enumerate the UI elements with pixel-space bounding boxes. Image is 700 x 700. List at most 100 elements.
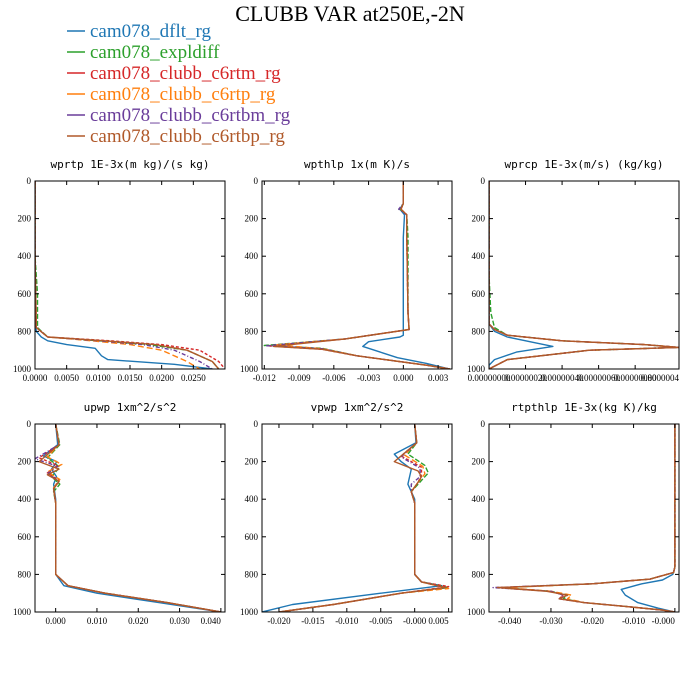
series-group — [492, 424, 676, 612]
y-tick-label: 400 — [245, 494, 259, 504]
series-line-c6rtm — [35, 181, 225, 369]
series-line-c6rtbp — [272, 181, 450, 369]
y-tick-label: 600 — [18, 532, 32, 542]
plot-frame — [261, 180, 453, 370]
series-line-expl — [46, 424, 222, 612]
series-line-c6rtm — [269, 181, 450, 369]
x-tick-label: 0.00000020 — [504, 373, 547, 383]
figure-title: CLUBB VAR at250E,-2N — [235, 1, 465, 26]
y-tick-label: 400 — [245, 251, 259, 261]
x-tick-label: -0.030 — [539, 616, 563, 626]
panel-title: rtpthlp 1E-3x(kg K)/kg — [511, 401, 657, 414]
x-tick-label: 0.0250 — [181, 373, 206, 383]
panel: vpwp 1xm^2/s^2 0 200 400 600 800 1000 -0.020 -0.… — [240, 401, 453, 626]
y-tick-label: 800 — [472, 326, 486, 336]
y-tick-label: 1000 — [13, 364, 32, 374]
y-tick-label: 1000 — [13, 607, 32, 617]
series-line-dflt — [35, 181, 213, 369]
panel-title: wprtp 1E-3x(m kg)/(s kg) — [51, 158, 210, 171]
y-tick-label: 0 — [27, 176, 32, 186]
x-tick-label: 0.000 — [393, 373, 414, 383]
x-tick-label: -0.006 — [322, 373, 346, 383]
x-tick-label: -0.020 — [267, 616, 291, 626]
x-tick-label: 0.00000060 — [577, 373, 620, 383]
series-line-c6rtm — [278, 424, 450, 612]
y-tick-label: 0 — [481, 176, 486, 186]
x-tick-label: 0.000 — [46, 616, 67, 626]
series-line-c6rtbp — [496, 424, 676, 612]
legend-label: cam078_expldiff — [90, 42, 220, 63]
series-line-c6rtp — [489, 181, 679, 369]
series-line-c6rtp — [275, 181, 450, 369]
series-group — [263, 181, 450, 369]
y-tick-label: 400 — [18, 251, 32, 261]
series-group — [489, 181, 679, 369]
x-tick-label: -0.012 — [253, 373, 276, 383]
panel: wprcp 1E-3x(m/s) (kg/kg) 0 200 400 600 800 100… — [467, 158, 680, 383]
x-tick-label: 0.020 — [128, 616, 149, 626]
y-tick-label: 0 — [254, 176, 259, 186]
x-tick-label: -0.040 — [498, 616, 522, 626]
y-tick-label: 800 — [18, 326, 32, 336]
panel: upwp 1xm^2/s^2 0 200 400 600 800 1000 0.000 0.01… — [13, 401, 226, 626]
y-tick-label: 200 — [245, 214, 259, 224]
x-tick-label: 0.040 — [201, 616, 222, 626]
y-tick-label: 600 — [472, 532, 486, 542]
series-line-c6rtp — [46, 424, 222, 612]
x-tick-label: -0.000 — [652, 616, 676, 626]
series-line-c6rtbm — [278, 424, 446, 612]
series-group — [262, 424, 450, 612]
series-line-dflt — [620, 424, 676, 612]
x-tick-label: 0.00000000 — [468, 373, 511, 383]
series-line-c6rtbp — [278, 424, 446, 612]
y-tick-label: 0 — [27, 419, 32, 429]
panel: wprtp 1E-3x(m kg)/(s kg) 0 200 400 600 800 100… — [13, 158, 226, 383]
series-line-expl — [35, 181, 220, 369]
series-line-expl — [263, 181, 450, 369]
plot-frame — [34, 423, 226, 613]
series-line-dflt — [362, 181, 450, 369]
series-group — [35, 181, 225, 369]
series-line-c6rtm — [489, 181, 679, 369]
legend-item: cam078_expldiff — [67, 42, 220, 63]
plot-frame — [34, 180, 226, 370]
series-line-c6rtbp — [489, 181, 679, 369]
series-line-dflt — [489, 181, 554, 369]
x-tick-label: -0.000 — [403, 616, 427, 626]
x-tick-label: -0.010 — [622, 616, 646, 626]
x-tick-label: -0.020 — [581, 616, 605, 626]
y-tick-label: 0 — [254, 419, 259, 429]
x-tick-label: -0.009 — [287, 373, 311, 383]
series-line-c6rtbm — [489, 181, 679, 369]
panel: wpthlp 1x(m K)/s 0 200 400 600 800 1000-0.012 -… — [240, 158, 453, 383]
plot-frame — [488, 423, 680, 613]
y-tick-label: 1000 — [467, 364, 486, 374]
legend: cam078_dflt_rgcam078_expldiffcam078_club… — [67, 21, 291, 147]
y-tick-label: 600 — [245, 289, 259, 299]
series-line-expl — [278, 424, 450, 612]
x-tick-label: -0.010 — [335, 616, 359, 626]
x-tick-label: -0.015 — [301, 616, 325, 626]
panel: rtpthlp 1E-3x(kg K)/kg 0 200 400 600 800 1000 -… — [467, 401, 680, 626]
panel-title: upwp 1xm^2/s^2 — [84, 401, 177, 414]
y-tick-label: 800 — [245, 326, 259, 336]
x-tick-label: 0.0100 — [86, 373, 111, 383]
series-line-c6rtbp — [35, 181, 220, 369]
legend-label: cam078_clubb_c6rtp_rg — [90, 84, 276, 105]
x-tick-label: 0.0150 — [118, 373, 143, 383]
panel-title: wpthlp 1x(m K)/s — [304, 158, 410, 171]
x-tick-label: -0.005 — [369, 616, 393, 626]
legend-item: cam078_clubb_c6rtbp_rg — [67, 126, 285, 147]
y-tick-label: 800 — [472, 569, 486, 579]
y-tick-label: 600 — [472, 289, 486, 299]
y-tick-label: 1000 — [240, 607, 259, 617]
panel-title: wprcp 1E-3x(m/s) (kg/kg) — [505, 158, 664, 171]
x-tick-label: 0.0200 — [149, 373, 174, 383]
x-tick-label: 0.0050 — [54, 373, 79, 383]
legend-label: cam078_clubb_c6rtbp_rg — [90, 126, 285, 147]
y-tick-label: 800 — [245, 569, 259, 579]
y-tick-label: 400 — [472, 251, 486, 261]
y-tick-label: 1000 — [240, 364, 259, 374]
series-line-expl — [489, 181, 679, 369]
y-tick-label: 200 — [472, 457, 486, 467]
